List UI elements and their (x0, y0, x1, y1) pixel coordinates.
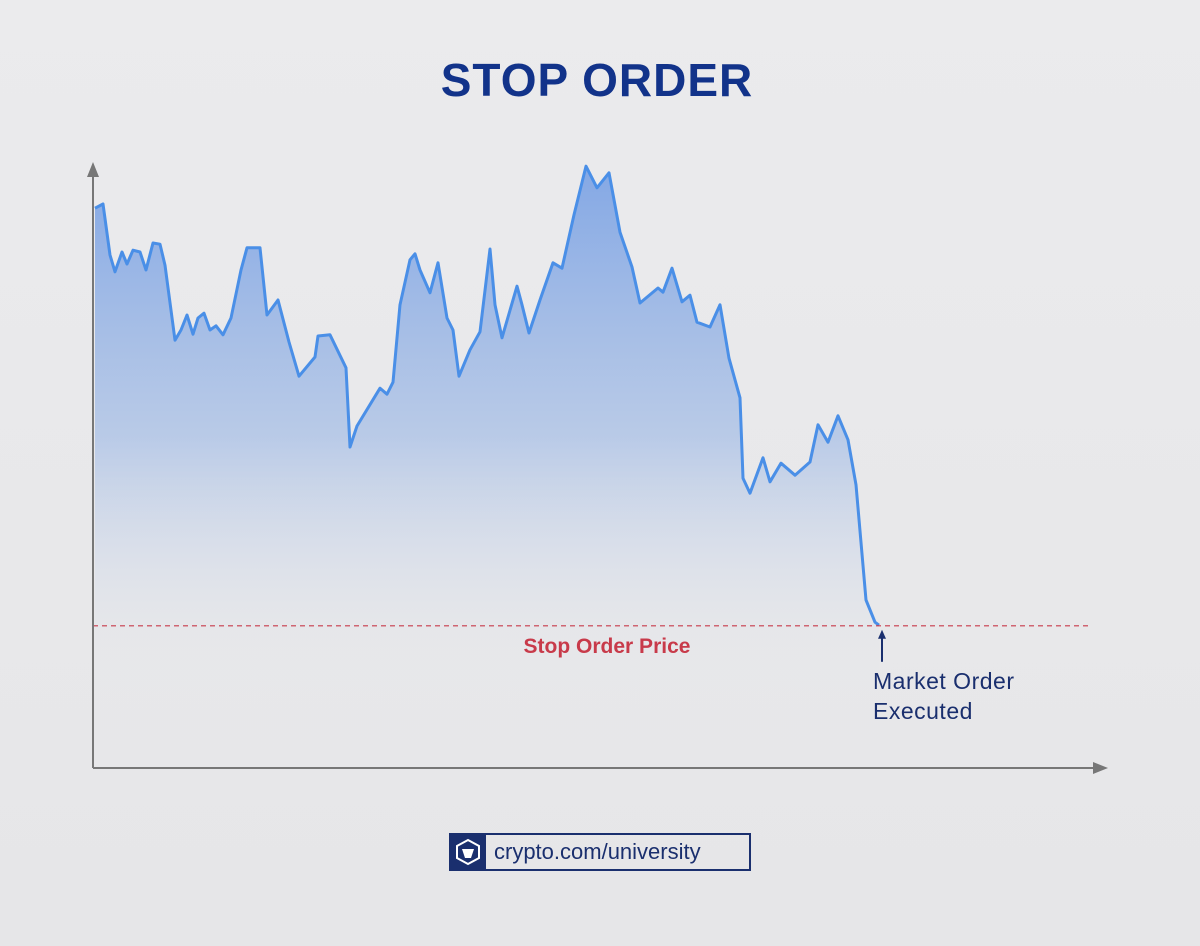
logo-icon-inner (462, 849, 474, 858)
axes (87, 162, 1108, 774)
executed-label: Market Order (873, 668, 1014, 694)
stop-price-label: Stop Order Price (524, 635, 691, 658)
chart-title: STOP ORDER (441, 54, 753, 106)
y-arrow (87, 162, 99, 177)
executed-label: Executed (873, 698, 973, 724)
price-line (94, 164, 880, 627)
logo-icon (456, 838, 480, 866)
x-arrow (1093, 762, 1108, 774)
footer: crypto.com/university (449, 833, 751, 871)
executed-arrowhead (878, 629, 886, 639)
plot: Stop Order Price Market Order Executed (93, 164, 1088, 768)
footer-text: crypto.com/university (494, 839, 701, 864)
area-fill (95, 166, 879, 768)
